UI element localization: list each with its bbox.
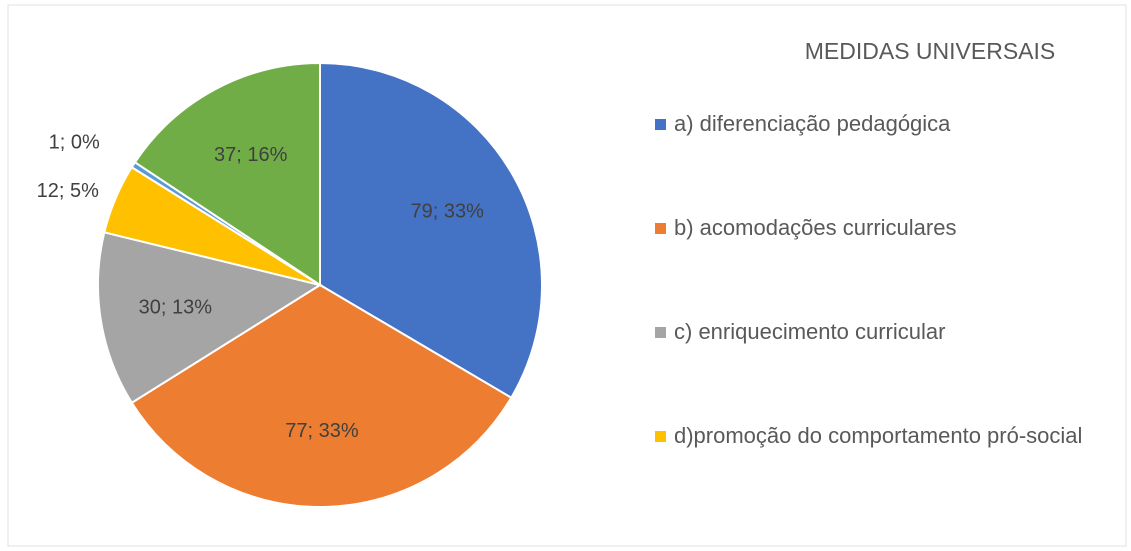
pie-slice bbox=[319, 61, 543, 400]
legend-item: c) enriquecimento curricular bbox=[655, 316, 1085, 348]
data-label: 77; 33% bbox=[285, 420, 359, 442]
pie-slice bbox=[133, 61, 321, 287]
pie-slice bbox=[130, 283, 513, 508]
pie-slice bbox=[97, 231, 323, 405]
legend-label: a) diferenciação pedagógica bbox=[674, 111, 951, 136]
chart-frame bbox=[7, 4, 1127, 547]
legend-label: c) enriquecimento curricular bbox=[674, 319, 946, 344]
legend-swatch bbox=[655, 119, 666, 130]
legend-swatch bbox=[655, 431, 666, 442]
legend-item: b) acomodações curriculares bbox=[655, 212, 1085, 244]
legend-label: b) acomodações curriculares bbox=[674, 215, 957, 240]
legend-swatch bbox=[655, 223, 666, 234]
data-label: 79; 33% bbox=[411, 201, 485, 223]
data-label: 1; 0% bbox=[49, 131, 100, 153]
chart-title: MEDIDAS UNIVERSAIS bbox=[804, 38, 1056, 64]
legend-item: a) diferenciação pedagógica bbox=[655, 108, 1085, 140]
legend-label: d)promoção do comportamento pró-social bbox=[674, 423, 1083, 448]
data-label: 37; 16% bbox=[214, 144, 288, 166]
legend-item: d)promoção do comportamento pró-social bbox=[655, 420, 1085, 452]
legend-swatch bbox=[655, 327, 666, 338]
legend: a) diferenciação pedagógica b) acomodaçõe… bbox=[655, 108, 1085, 524]
data-label: 12; 5% bbox=[37, 180, 99, 202]
data-label: 30; 13% bbox=[139, 297, 213, 319]
